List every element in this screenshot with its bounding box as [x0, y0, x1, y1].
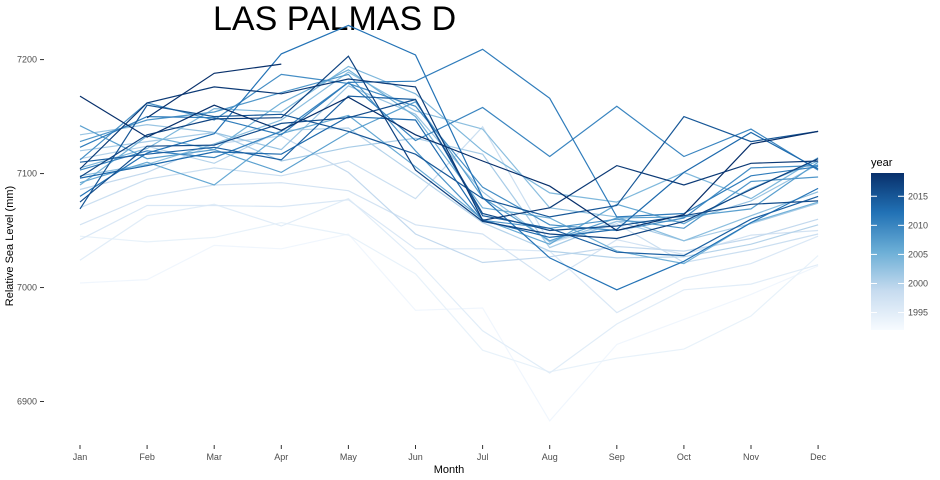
series-line-2005 — [79, 69, 819, 265]
x-tick-label-jun: Jun — [408, 452, 423, 462]
series-line-2017 — [79, 55, 819, 240]
legend-tick-label: 2000 — [908, 278, 928, 288]
y-tick-label: 7200 — [17, 55, 37, 65]
x-axis: Jan Feb Mar Apr May Jun Jul Aug Sep Oct Nov Dec — [73, 445, 827, 462]
x-tick-label-may: May — [340, 452, 358, 462]
chart-title: LAS PALMAS D — [213, 0, 456, 38]
series-line-2019-b — [146, 63, 282, 119]
year-legend: year 1995 2000 2005 2010 2015 — [871, 157, 928, 330]
series-line-2019 — [79, 95, 819, 232]
series-line-2015 — [79, 104, 819, 218]
x-tick-label-nov: Nov — [743, 452, 760, 462]
series-line-2016 — [79, 98, 819, 232]
y-axis-title: Relative Sea Level (mm) — [4, 186, 16, 306]
series-line-2018 — [79, 78, 819, 221]
x-axis-title: Month — [434, 464, 465, 476]
series-line-2011 — [79, 48, 819, 218]
series-line-1995 — [79, 197, 819, 374]
legend-tick-label: 2005 — [908, 249, 928, 259]
series-line-1994 — [79, 221, 819, 373]
y-tick-label: 7100 — [17, 169, 37, 179]
x-tick-label-jul: Jul — [477, 452, 489, 462]
x-tick-label-feb: Feb — [139, 452, 155, 462]
series-line-1997 — [79, 182, 819, 282]
series-line-2006 — [79, 114, 819, 245]
legend-tick-label: 1995 — [908, 308, 928, 318]
x-tick-label-oct: Oct — [677, 452, 692, 462]
series-line-2002 — [79, 85, 819, 243]
x-tick-label-jan: Jan — [73, 452, 88, 462]
series-line-2010 — [79, 81, 819, 171]
series-line-2008 — [79, 73, 819, 229]
series-lines — [79, 24, 819, 422]
y-tick-label: 7000 — [17, 283, 37, 293]
x-tick-label-apr: Apr — [274, 452, 288, 462]
series-line-2012 — [79, 24, 819, 291]
legend-colorbar — [871, 173, 904, 330]
legend-title: year — [871, 157, 893, 169]
legend-tick-label: 2015 — [908, 191, 928, 201]
series-line-1993 — [79, 233, 819, 422]
x-tick-label-dec: Dec — [810, 452, 827, 462]
x-tick-label-sep: Sep — [609, 452, 625, 462]
y-axis: 6900 7000 7100 7200 — [17, 55, 44, 407]
x-tick-label-mar: Mar — [206, 452, 222, 462]
series-line-2013 — [79, 115, 819, 239]
y-tick-label: 6900 — [17, 397, 37, 407]
series-line-2004 — [79, 65, 819, 203]
x-tick-label-aug: Aug — [542, 452, 558, 462]
legend-tick-label: 2010 — [908, 220, 928, 230]
